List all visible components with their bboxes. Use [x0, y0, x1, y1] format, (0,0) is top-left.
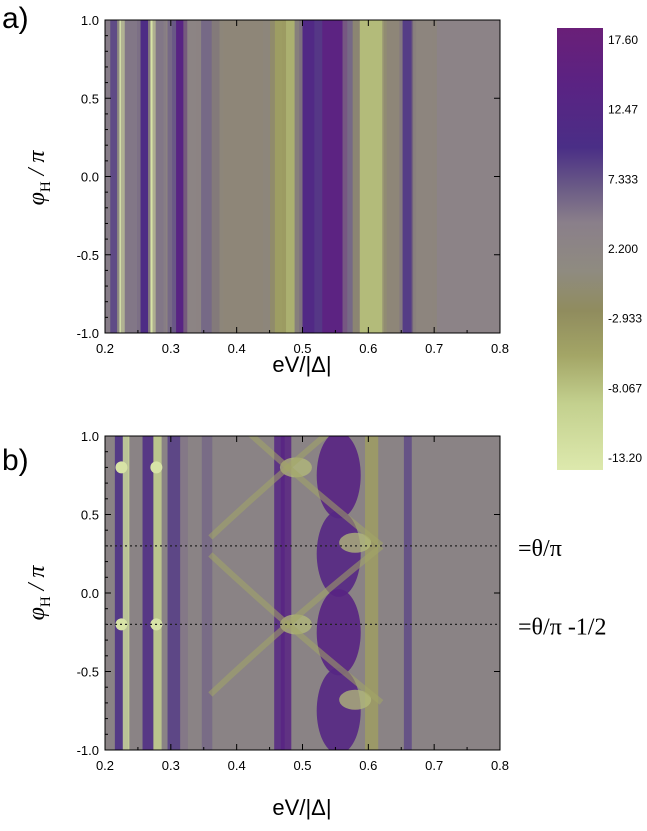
x-tick-label: 0.5 [293, 341, 311, 356]
heatmap-spot [115, 461, 128, 474]
panel-b-y-axis-title: φH / π [24, 565, 54, 621]
heatmap-band [124, 20, 138, 333]
heatmap-band [274, 436, 285, 750]
y-tick-label: -0.5 [77, 665, 99, 680]
heatmap-arc [208, 552, 384, 705]
y-tick-label: 0.5 [81, 508, 99, 523]
colorbar-tick-label: 17.60 [608, 33, 638, 47]
x-tick-label: 0.5 [293, 758, 311, 773]
heatmap-band [201, 436, 213, 750]
colorbar-labels: 17.60 12.47 7.333 2.200 -2.933 -8.067 -13.20 [608, 33, 642, 465]
x-tick-label: 0.8 [491, 758, 509, 773]
y-tick-label: 0.0 [81, 170, 99, 185]
heatmap-band [153, 436, 162, 750]
panel-a-ticks: 0.2 0.3 0.4 0.5 0.6 0.7 0.8 -1.0 -0.5 0.0 0.5 1.0 [77, 13, 509, 356]
x-tick-label: 0.4 [228, 341, 246, 356]
heatmap-arc [208, 436, 330, 540]
heatmap-band [403, 436, 412, 750]
heatmap-node [279, 457, 312, 478]
heatmap-band [140, 20, 152, 333]
colorbar-tick-label: -8.067 [608, 381, 642, 395]
heatmap-lobe [316, 436, 361, 519]
x-tick-label: 0.4 [228, 758, 246, 773]
panel-b-pattern [114, 436, 412, 750]
heatmap-arc [247, 436, 384, 548]
colorbar-tick-label: -13.20 [608, 451, 642, 465]
x-tick-label: 0.6 [359, 341, 377, 356]
panel-b-label: b) [2, 444, 29, 477]
x-tick-label: 0.8 [491, 341, 509, 356]
colorbar-tick-label: -2.933 [608, 312, 642, 326]
heatmap-arc [208, 544, 384, 697]
heatmap-band [223, 20, 263, 333]
colorbar-tick-label: 12.47 [608, 103, 638, 117]
panel-a-bands [105, 20, 437, 333]
x-tick-label: 0.7 [425, 341, 443, 356]
colorbar-tick-label: 7.333 [608, 172, 638, 186]
panel-b-reference-lines: =θ/π =θ/π -1/2 [105, 536, 606, 640]
heatmap-band [167, 436, 181, 750]
panel-a-label: a) [2, 2, 29, 35]
colorbar: 17.60 12.47 7.333 2.200 -2.933 -8.067 -13.20 [557, 28, 642, 470]
y-tick-label: -0.5 [77, 248, 99, 263]
heatmap-band [365, 436, 379, 750]
heatmap-node [339, 689, 372, 710]
heatmap-band [280, 436, 292, 750]
y-tick-label: 0.0 [81, 586, 99, 601]
panel-b-ticks: 0.2 0.3 0.4 0.5 0.6 0.7 0.8 -1.0 -0.5 0.0 0.5 1.0 [77, 429, 509, 773]
x-tick-label: 0.2 [96, 341, 114, 356]
x-tick-label: 0.2 [96, 758, 114, 773]
heatmap-node [339, 532, 372, 553]
x-tick-label: 0.6 [359, 758, 377, 773]
reference-line-label: =θ/π -1/2 [518, 614, 606, 640]
colorbar-tick-label: 2.200 [608, 242, 638, 256]
y-tick-label: 1.0 [81, 429, 99, 444]
panel-a-x-axis-title: eV/|Δ| [272, 352, 331, 377]
panel-b-heatmap: b) 0.2 0.3 0.4 0.5 0.6 0.7 0.8 -1.0 -0.5 0.0 0.5 1.… [2, 429, 606, 820]
x-tick-label: 0.7 [425, 758, 443, 773]
heatmap-band [402, 20, 414, 333]
heatmap-band [180, 436, 188, 750]
panel-a-heatmap: a) 0.2 0.3 0.4 0.5 0.6 0.7 0.8 -1.0 -0.5 0.0 0.5 1.… [2, 2, 509, 377]
heatmap-lobe [316, 667, 361, 750]
reference-line-label: =θ/π [518, 536, 562, 562]
panel-a-y-axis-title: φH / π [24, 150, 54, 206]
x-tick-label: 0.3 [162, 341, 180, 356]
colorbar-gradient [557, 28, 603, 470]
heatmap-band [142, 436, 154, 750]
heatmap-band [122, 436, 130, 750]
heatmap-band [416, 20, 433, 333]
y-tick-label: -1.0 [77, 326, 99, 341]
y-tick-label: 0.5 [81, 91, 99, 106]
y-tick-label: -1.0 [77, 743, 99, 758]
heatmap-spot [150, 461, 163, 474]
heatmap-band [386, 20, 403, 333]
y-tick-label: 1.0 [81, 13, 99, 28]
heatmap-band [155, 20, 167, 333]
panel-b-x-axis-title: eV/|Δ| [272, 795, 331, 820]
heatmap-lobe [316, 589, 361, 676]
x-tick-label: 0.3 [162, 758, 180, 773]
heatmap-band [359, 20, 384, 333]
